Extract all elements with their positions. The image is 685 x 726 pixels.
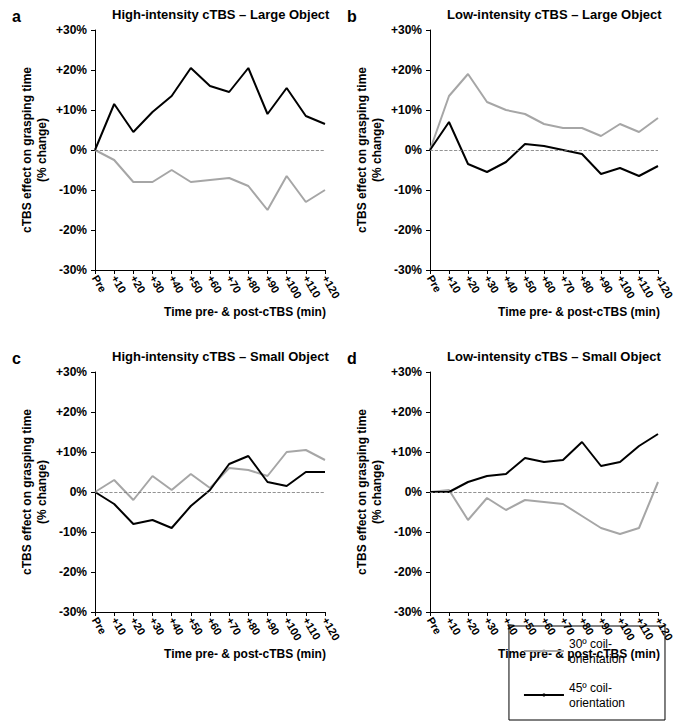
svg-text:+40: +40 [166,273,186,295]
svg-text:Time pre- & post-cTBS (min): Time pre- & post-cTBS (min) [498,305,660,319]
svg-text:b: b [347,8,357,25]
svg-text:0%: 0% [405,143,423,157]
svg-text:+10%: +10% [56,445,87,459]
svg-text:+80: +80 [577,273,597,295]
svg-text:+90: +90 [262,615,282,637]
svg-text:-20%: -20% [59,565,87,579]
svg-text:+120: +120 [320,615,343,642]
svg-text:+90: +90 [262,273,282,295]
svg-text:+10%: +10% [391,103,422,117]
svg-text:-10%: -10% [59,183,87,197]
svg-text:+20%: +20% [391,63,422,77]
svg-text:Time pre- & post-cTBS (min): Time pre- & post-cTBS (min) [164,647,326,661]
svg-text:+70: +70 [224,273,244,295]
svg-text:Pre: Pre [90,615,109,636]
svg-text:Pre: Pre [90,273,109,294]
svg-text:(% change): (% change) [370,460,384,524]
svg-text:+100: +100 [281,615,304,642]
svg-text:+110: +110 [301,615,323,642]
svg-text:0%: 0% [70,143,88,157]
svg-text:+10: +10 [109,273,129,295]
svg-text:-30%: -30% [59,263,87,277]
svg-text:-30%: -30% [394,263,422,277]
svg-text:-10%: -10% [394,183,422,197]
svg-text:-20%: -20% [394,565,422,579]
svg-text:High-intensity cTBS – Small Ob: High-intensity cTBS – Small Object [112,349,329,364]
svg-text:+20: +20 [463,615,483,637]
svg-text:(% change): (% change) [35,460,49,524]
svg-text:+90: +90 [596,273,616,295]
svg-text:+10: +10 [109,615,129,637]
svg-text:45º coil-: 45º coil- [569,681,612,695]
svg-text:0%: 0% [405,485,423,499]
svg-text:Time pre- & post-cTBS (min): Time pre- & post-cTBS (min) [164,305,326,319]
svg-text:Pre: Pre [425,273,444,294]
svg-text:+40: +40 [166,615,186,637]
svg-text:+120: +120 [320,273,343,300]
svg-text:+40: +40 [501,273,521,295]
svg-text:(% change): (% change) [370,118,384,182]
svg-text:+10%: +10% [391,445,422,459]
svg-text:+80: +80 [243,615,263,637]
svg-text:+30: +30 [147,615,167,637]
svg-text:+10: +10 [444,273,464,295]
svg-text:+30: +30 [147,273,167,295]
svg-text:-10%: -10% [394,525,422,539]
svg-text:+60: +60 [539,273,559,295]
svg-text:-30%: -30% [394,605,422,619]
svg-text:+30%: +30% [56,365,87,379]
svg-text:30º coil-: 30º coil- [569,637,612,651]
svg-text:a: a [12,8,21,25]
svg-text:+20: +20 [463,273,483,295]
svg-text:d: d [347,350,357,367]
svg-text:+30%: +30% [56,23,87,37]
svg-text:Low-intensity cTBS – Large Obj: Low-intensity cTBS – Large Object [447,7,662,22]
svg-text:Low-intensity cTBS – Small Obj: Low-intensity cTBS – Small Object [447,349,661,364]
svg-text:cTBS effect on grasping time: cTBS effect on grasping time [20,409,34,575]
svg-text:-30%: -30% [59,605,87,619]
svg-text:+20%: +20% [391,405,422,419]
svg-text:High-intensity cTBS – Large Ob: High-intensity cTBS – Large Object [112,7,330,22]
svg-text:+70: +70 [558,273,578,295]
svg-text:+10: +10 [444,615,464,637]
svg-text:+120: +120 [653,273,676,300]
svg-text:+30%: +30% [391,365,422,379]
svg-text:+60: +60 [205,273,225,295]
svg-text:+30: +30 [482,273,502,295]
svg-text:cTBS effect on grasping time: cTBS effect on grasping time [355,67,369,233]
svg-text:+50: +50 [520,273,540,295]
svg-text:+80: +80 [243,273,263,295]
svg-text:c: c [12,350,21,367]
svg-text:+110: +110 [301,273,323,300]
svg-text:+100: +100 [281,273,304,300]
svg-text:-20%: -20% [394,223,422,237]
svg-text:+30: +30 [482,615,502,637]
svg-text:+60: +60 [205,615,225,637]
svg-text:+110: +110 [634,273,656,300]
svg-text:+30%: +30% [391,23,422,37]
svg-text:-20%: -20% [59,223,87,237]
svg-text:cTBS effect on grasping time: cTBS effect on grasping time [20,67,34,233]
svg-text:Pre: Pre [425,615,444,636]
svg-text:orientation: orientation [569,652,625,666]
svg-text:+70: +70 [224,615,244,637]
svg-text:(% change): (% change) [35,118,49,182]
svg-text:+10%: +10% [56,103,87,117]
svg-text:-10%: -10% [59,525,87,539]
svg-text:+20%: +20% [56,405,87,419]
svg-text:+20: +20 [128,273,148,295]
svg-text:+50: +50 [186,273,206,295]
svg-text:cTBS effect on grasping time: cTBS effect on grasping time [355,409,369,575]
svg-text:+100: +100 [615,273,638,300]
svg-text:+50: +50 [186,615,206,637]
svg-text:+20%: +20% [56,63,87,77]
svg-text:+20: +20 [128,615,148,637]
svg-text:0%: 0% [70,485,88,499]
svg-text:orientation: orientation [569,696,625,710]
